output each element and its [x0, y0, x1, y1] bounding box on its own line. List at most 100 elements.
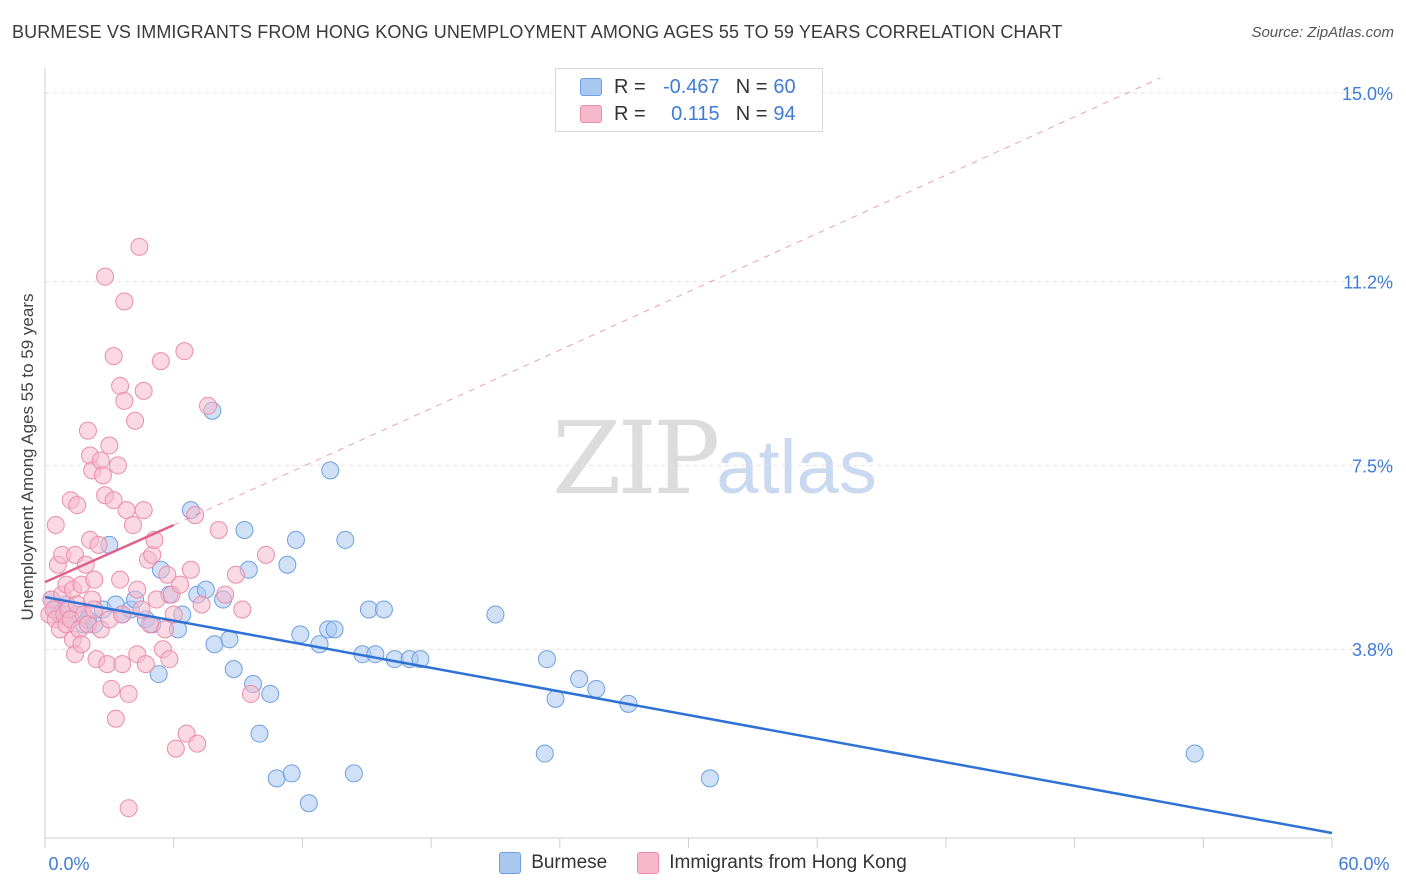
hong-kong-point: [241, 684, 260, 703]
burmese-point: [359, 600, 378, 619]
burmese-point: [411, 650, 430, 669]
hong-kong-point: [89, 535, 108, 554]
hong-kong-point: [119, 799, 138, 818]
hong-kong-point: [106, 709, 125, 728]
burmese-point: [310, 635, 329, 654]
r-label: R =: [614, 102, 646, 125]
hong-kong-point: [85, 600, 104, 619]
legend-label-burmese: Burmese: [531, 852, 608, 873]
hong-kong-point: [143, 545, 162, 564]
correlation-stats-box: R = -0.467 N = 60 R = 0.115 N = 94: [555, 68, 823, 132]
hong-kong-point: [111, 570, 130, 589]
legend-swatch-burmese: [499, 852, 522, 874]
y-tick-label: 3.8%: [1352, 640, 1393, 660]
burmese-point: [1185, 744, 1204, 763]
hong-kong-point: [111, 376, 130, 395]
hong-kong-point: [192, 595, 211, 614]
burmese-point: [700, 769, 719, 788]
hong-kong-point: [151, 352, 170, 371]
burmese-point: [344, 764, 363, 783]
watermark: ZIPatlas: [552, 400, 877, 517]
watermark-zip: ZIP: [552, 400, 720, 517]
hong-kong-point: [136, 655, 155, 674]
stats-row-burmese: R = -0.467 N = 60: [580, 75, 796, 99]
burmese-point: [286, 530, 305, 549]
burmese-trend-line: [44, 595, 1333, 835]
burmese-point: [587, 679, 606, 698]
hong-kong-point: [123, 516, 142, 535]
y-tick-label: 7.5%: [1352, 456, 1393, 476]
hong-kong-point: [68, 496, 87, 515]
hong-kong-point: [115, 292, 134, 311]
hong-kong-point: [160, 650, 179, 669]
hong-kong-point: [102, 679, 121, 698]
burmese-point: [196, 580, 215, 599]
x-tick-label: 0.0%: [48, 854, 89, 874]
y-tick-label: 11.2%: [1343, 273, 1393, 293]
hong-kong-point: [115, 391, 134, 410]
hong-kong-point: [128, 580, 147, 599]
hong-kong-point: [188, 734, 207, 753]
hong-kong-point: [134, 381, 153, 400]
burmese-point: [149, 665, 168, 684]
n-value-hong-kong: 94: [773, 102, 796, 125]
hong-kong-point: [72, 635, 91, 654]
hong-kong-point: [226, 565, 245, 584]
hong-kong-point: [46, 516, 65, 535]
n-label: N =: [735, 102, 768, 125]
hong-kong-trend-line: [44, 523, 175, 584]
hong-kong-point: [186, 506, 205, 525]
stats-row-hong-kong: R = 0.115 N = 94: [580, 102, 796, 126]
hong-kong-point: [147, 590, 166, 609]
hong-kong-point: [113, 655, 132, 674]
hong-kong-point: [91, 451, 110, 470]
legend-item-burmese[interactable]: Burmese: [499, 852, 607, 874]
x-tick-label: 60.0%: [1338, 854, 1389, 874]
burmese-point: [535, 744, 554, 763]
burmese-point: [205, 635, 224, 654]
burmese-point: [267, 769, 286, 788]
burmese-point: [220, 630, 239, 649]
hong-kong-swatch: [580, 105, 602, 123]
hong-kong-point: [158, 565, 177, 584]
hong-kong-point: [134, 501, 153, 520]
watermark-atlas: atlas: [716, 425, 877, 510]
burmese-point: [261, 684, 280, 703]
hong-kong-point: [104, 347, 123, 366]
burmese-point: [235, 521, 254, 539]
burmese-point: [374, 600, 393, 619]
hong-kong-point: [119, 684, 138, 703]
r-value-hong-kong: 0.115: [671, 102, 720, 125]
burmese-point: [325, 620, 344, 639]
hong-kong-point: [175, 342, 194, 361]
burmese-point: [278, 555, 297, 574]
hong-kong-point: [209, 521, 228, 539]
burmese-point: [366, 645, 385, 664]
y-tick-label: 15.0%: [1342, 84, 1393, 104]
hong-kong-point: [216, 585, 235, 604]
hong-kong-point: [85, 570, 104, 589]
burmese-point: [336, 530, 355, 549]
hong-kong-point: [156, 620, 175, 639]
n-label: N =: [735, 75, 768, 98]
hong-kong-point: [113, 605, 132, 624]
hong-kong-point: [78, 421, 97, 440]
hong-kong-point: [171, 575, 190, 594]
burmese-point: [537, 650, 556, 669]
burmese-point: [224, 660, 243, 679]
burmese-point: [321, 461, 340, 480]
hong-kong-point: [126, 411, 145, 430]
hong-kong-point: [96, 267, 115, 286]
hong-kong-trend-line-extension: [173, 77, 1161, 526]
source-label: Source: ZipAtlas.com: [1251, 24, 1394, 41]
burmese-swatch: [580, 78, 602, 96]
burmese-point: [291, 625, 310, 644]
n-value-burmese: 60: [773, 75, 796, 98]
hong-kong-point: [166, 739, 185, 758]
hong-kong-point: [104, 491, 123, 510]
r-value-burmese: -0.467: [662, 75, 720, 98]
hong-kong-point: [181, 560, 200, 579]
hong-kong-point: [108, 456, 127, 475]
legend-item-hong-kong[interactable]: Immigrants from Hong Kong: [637, 852, 907, 874]
burmese-point: [486, 605, 505, 624]
